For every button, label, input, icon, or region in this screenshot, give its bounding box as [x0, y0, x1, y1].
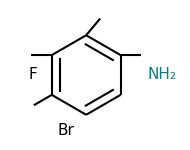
Text: F: F — [28, 67, 37, 82]
Text: NH₂: NH₂ — [148, 67, 177, 82]
Text: Br: Br — [57, 123, 74, 138]
